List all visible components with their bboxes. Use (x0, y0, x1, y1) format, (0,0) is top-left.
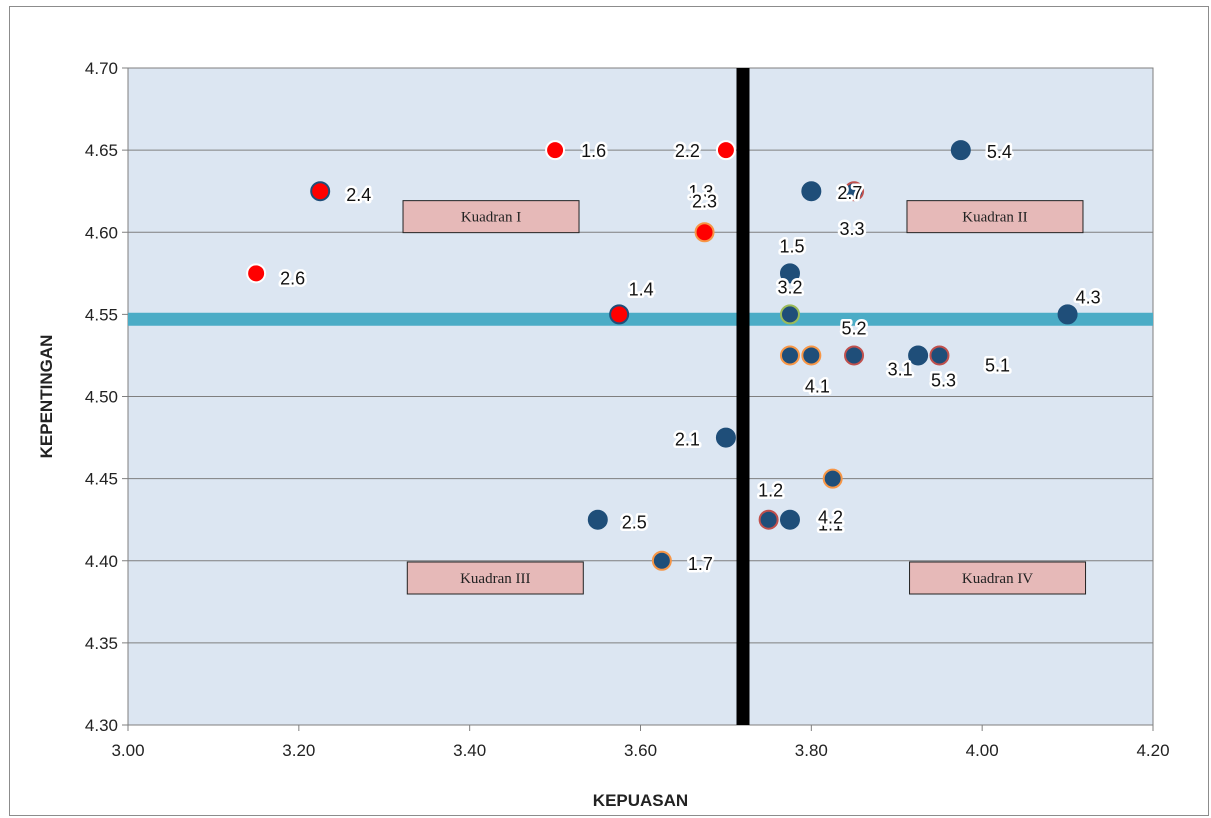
y-tick-label: 4.70 (85, 59, 118, 78)
point-label: 4.2 (818, 508, 843, 528)
y-axis-title: KEPENTINGAN (37, 335, 56, 459)
data-point (715, 140, 736, 161)
point-label: 2.6 (280, 268, 305, 288)
y-tick-label: 4.65 (85, 141, 118, 160)
data-point (844, 181, 865, 202)
y-tick-label: 4.50 (85, 388, 118, 407)
point-label: 4.3 (1076, 287, 1101, 307)
y-tick-label: 4.35 (85, 634, 118, 653)
data-point (1057, 304, 1078, 325)
axis-ticks: 4.30 4.35 4.40 4.45 4.50 4.55 4.60 4.65 4.70 3.00… (85, 59, 1170, 760)
point-label: 5.2 (842, 318, 867, 338)
y-tick-label: 4.40 (85, 552, 118, 571)
data-point (779, 345, 800, 366)
data-points: 1.6 2.2 2.4 1.32.3 2.6 1.4 5.4 2.7 3.3 1.5 3.2 4.3 4… (246, 139, 1103, 576)
quadrant-box (406, 561, 584, 595)
quadrant-dividers (128, 68, 1153, 725)
point-label: 2.5 (622, 513, 647, 533)
point-label: 2.2 (675, 141, 700, 161)
point-label: 1.5 (779, 236, 804, 256)
data-point (758, 509, 779, 530)
quadrant-labels: Kuadran I Kuadran II Kuadran III Kuadran IV (402, 200, 1087, 595)
data-point (609, 304, 630, 325)
data-point (310, 181, 331, 202)
x-tick-label: 3.60 (624, 741, 657, 760)
point-label: 1.1 (818, 515, 843, 535)
x-tick-label: 3.80 (795, 741, 828, 760)
quadrant-box (906, 200, 1084, 234)
x-tick-label: 3.40 (453, 741, 486, 760)
data-point (587, 509, 608, 530)
quadrant-label: Kuadran III (460, 571, 530, 587)
point-label: 1.4 (629, 279, 654, 299)
data-point (950, 140, 971, 161)
data-point (715, 427, 736, 448)
y-tick-label: 4.60 (85, 223, 118, 242)
point-label: 5.4 (987, 142, 1012, 162)
point-label: 4.1 (805, 376, 830, 396)
data-point (801, 345, 822, 366)
x-tick-label: 4.20 (1136, 741, 1169, 760)
data-point (545, 140, 566, 161)
point-label: 2.1 (675, 430, 700, 450)
point-label: 3.2 (777, 277, 802, 297)
data-point (779, 304, 800, 325)
data-point (929, 345, 950, 366)
point-label: 1.3 (688, 182, 713, 202)
data-point (246, 263, 267, 284)
point-label: 2.4 (346, 185, 371, 205)
point-label: 5.3 (931, 370, 956, 390)
point-label: 1.2 (758, 481, 783, 501)
point-label: 5.1 (985, 355, 1010, 375)
point-label: 2.7 (837, 183, 862, 203)
point-label: 3.1 (888, 359, 913, 379)
y-tick-label: 4.30 (85, 716, 118, 735)
data-point (822, 468, 843, 489)
x-axis-title: KEPUASAN (593, 791, 688, 810)
quadrant-box (402, 200, 580, 234)
quadrant-label: Kuadran I (461, 210, 521, 226)
x-tick-label: 4.00 (966, 741, 999, 760)
quadrant-label: Kuadran II (962, 210, 1027, 226)
point-label: 2.3 (692, 191, 717, 211)
point-label: 3.3 (840, 219, 865, 239)
data-point (651, 550, 672, 571)
quadrant-label: Kuadran IV (962, 571, 1033, 587)
data-point (801, 181, 822, 202)
data-point (908, 345, 929, 366)
y-tick-label: 4.55 (85, 305, 118, 324)
data-point (844, 345, 865, 366)
y-tick-label: 4.45 (85, 470, 118, 489)
data-point (779, 509, 800, 530)
x-tick-label: 3.00 (111, 741, 144, 760)
quadrant-box (909, 561, 1087, 595)
point-label: 1.7 (688, 554, 713, 574)
data-point (779, 263, 800, 284)
x-tick-label: 3.20 (282, 741, 315, 760)
point-label: 1.6 (581, 141, 606, 161)
data-point (694, 222, 715, 243)
